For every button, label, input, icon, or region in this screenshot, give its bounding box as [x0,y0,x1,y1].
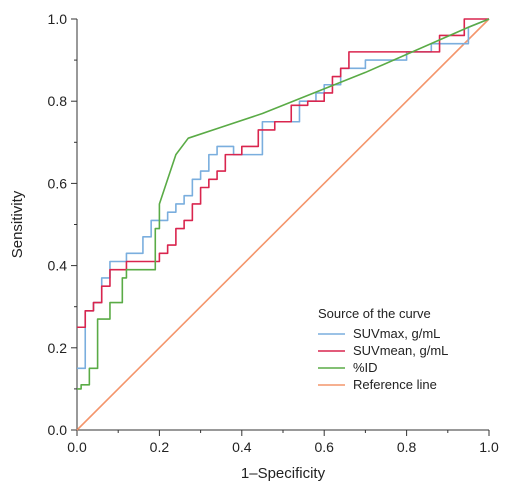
legend-label-id: %ID [353,360,378,375]
x-tick-label: 1.0 [479,439,499,455]
x-axis-title: 1–Specificity [241,465,326,482]
y-axis-title: Sensitivity [9,190,26,258]
legend: Source of the curve SUVmax, g/mL SUVmean,… [318,306,448,392]
legend-label-suvmean-g-ml: SUVmean, g/mL [353,343,448,358]
y-tick-label: 0.6 [48,175,68,191]
x-tick-label: 0.0 [67,439,87,455]
y-tick-label: 0.8 [48,93,68,109]
x-tick-label: 0.8 [397,439,417,455]
legend-label-reference-line: Reference line [353,377,437,392]
y-tick-label: 0.4 [48,258,68,274]
tick-marks [71,18,490,436]
series-line-suvmean-g-ml [77,18,489,329]
series-layer [76,18,490,431]
series-line-id [77,18,490,390]
y-tick-label: 1.0 [48,11,68,27]
y-tick-label: 0.2 [48,340,68,356]
x-tick-label: 0.6 [314,439,334,455]
tick-labels: 0.0 0.2 0.4 0.6 0.8 1.0 0.0 0.2 0.4 0.6 0.8 1.0 [48,11,499,455]
legend-title: Source of the curve [318,306,431,321]
legend-label-suvmax-g-ml: SUVmax, g/mL [353,326,440,341]
x-tick-label: 0.2 [150,439,170,455]
x-tick-label: 0.4 [232,439,252,455]
y-tick-label: 0.0 [48,422,68,438]
series-line-suvmax-g-ml [77,18,490,370]
series-line-reference-line [76,18,490,431]
